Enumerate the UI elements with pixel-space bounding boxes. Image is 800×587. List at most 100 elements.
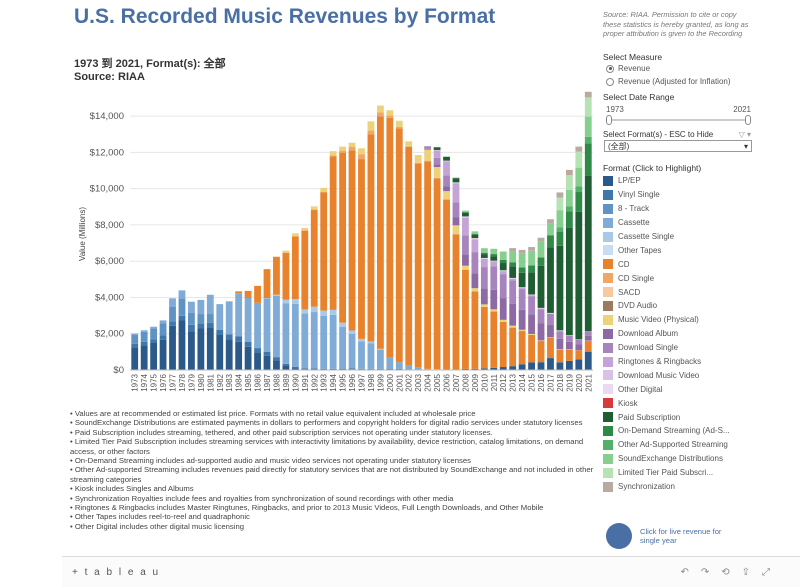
bar-stack[interactable] (424, 146, 432, 370)
bar-segment[interactable] (490, 311, 498, 368)
bar-segment[interactable] (197, 323, 205, 329)
bar-segment[interactable] (443, 199, 450, 370)
legend-item[interactable]: Vinyl Single (603, 188, 800, 202)
bar-stack[interactable] (263, 269, 271, 370)
slider-track[interactable] (608, 119, 749, 121)
bar-segment[interactable] (348, 330, 356, 334)
bar-segment[interactable] (462, 265, 469, 270)
bar-stack[interactable] (565, 169, 573, 370)
bar-segment[interactable] (310, 206, 318, 210)
bar-segment[interactable] (150, 339, 158, 343)
bar-segment[interactable] (310, 210, 318, 307)
bar-segment[interactable] (575, 344, 583, 351)
bar-segment[interactable] (282, 303, 290, 364)
bar-segment[interactable] (339, 326, 346, 369)
bar-segment[interactable] (282, 299, 290, 304)
bar-stack[interactable] (291, 233, 299, 370)
bar-segment[interactable] (480, 304, 488, 307)
legend-item[interactable]: Synchronization (603, 480, 800, 494)
bar-segment[interactable] (547, 324, 554, 338)
bar-segment[interactable] (329, 314, 337, 369)
bar-segment[interactable] (188, 312, 195, 325)
bar-segment[interactable] (273, 360, 280, 370)
bar-segment[interactable] (584, 91, 592, 98)
bar-segment[interactable] (395, 120, 403, 127)
bar-segment[interactable] (405, 141, 413, 147)
legend-item[interactable]: Other Tapes (603, 243, 800, 257)
bar-stack[interactable] (584, 91, 592, 370)
bar-segment[interactable] (197, 299, 205, 315)
bar-segment[interactable] (291, 233, 299, 237)
bar-segment[interactable] (565, 335, 573, 342)
bar-segment[interactable] (547, 337, 554, 338)
bar-segment[interactable] (584, 341, 592, 352)
bar-segment[interactable] (480, 258, 488, 268)
legend-item[interactable]: Download Music Video (603, 368, 800, 382)
bar-segment[interactable] (509, 262, 517, 267)
bar-stack[interactable] (377, 105, 384, 370)
bar-stack[interactable] (310, 206, 318, 370)
bar-segment[interactable] (244, 341, 252, 347)
bar-segment[interactable] (556, 197, 564, 211)
bar-segment[interactable] (528, 334, 535, 363)
bar-segment[interactable] (150, 342, 158, 370)
bar-segment[interactable] (405, 365, 413, 370)
bar-stack[interactable] (150, 326, 158, 370)
bar-segment[interactable] (159, 323, 167, 336)
bar-segment[interactable] (471, 238, 479, 240)
bar-segment[interactable] (131, 333, 139, 334)
bar-stack[interactable] (140, 329, 148, 370)
bar-segment[interactable] (301, 313, 309, 369)
bar-segment[interactable] (131, 347, 139, 370)
bar-segment[interactable] (462, 368, 469, 370)
bar-segment[interactable] (584, 351, 592, 370)
bar-segment[interactable] (556, 227, 564, 232)
bar-segment[interactable] (377, 349, 384, 369)
bar-segment[interactable] (254, 285, 261, 303)
bar-stack[interactable] (301, 227, 309, 370)
bar-segment[interactable] (169, 298, 176, 307)
bar-stack[interactable] (452, 177, 460, 370)
bar-segment[interactable] (433, 178, 441, 370)
bar-segment[interactable] (528, 265, 535, 273)
bar-segment[interactable] (471, 231, 479, 235)
bar-segment[interactable] (537, 237, 545, 242)
bar-stack[interactable] (282, 250, 290, 370)
bar-segment[interactable] (395, 126, 403, 129)
legend-item[interactable]: Other Digital (603, 382, 800, 396)
bar-segment[interactable] (537, 257, 545, 266)
legend-item[interactable]: Download Album (603, 327, 800, 341)
bar-segment[interactable] (537, 241, 545, 258)
bar-segment[interactable] (225, 339, 233, 370)
bar-segment[interactable] (140, 341, 148, 346)
bar-segment[interactable] (565, 349, 573, 361)
bar-segment[interactable] (518, 329, 526, 332)
bar-segment[interactable] (131, 335, 139, 344)
legend-item[interactable]: Cassette (603, 216, 800, 230)
bar-segment[interactable] (320, 192, 328, 311)
bar-segment[interactable] (499, 367, 507, 370)
bar-stack[interactable] (518, 249, 526, 370)
bar-stack[interactable] (547, 219, 554, 370)
bar-segment[interactable] (301, 368, 309, 370)
bar-segment[interactable] (518, 267, 526, 273)
bar-segment[interactable] (178, 320, 186, 371)
bar-segment[interactable] (462, 269, 469, 369)
bar-segment[interactable] (244, 290, 252, 298)
bar-segment[interactable] (584, 97, 592, 117)
bar-stack[interactable] (480, 248, 488, 370)
bar-segment[interactable] (424, 146, 432, 149)
bar-segment[interactable] (150, 328, 158, 340)
fullscreen-icon[interactable]: ⤢ (762, 566, 770, 578)
bar-segment[interactable] (528, 296, 535, 315)
bar-segment[interactable] (537, 340, 545, 342)
bar-stack[interactable] (537, 237, 545, 370)
legend-item[interactable]: Music Video (Physical) (603, 313, 800, 327)
bar-segment[interactable] (565, 227, 573, 336)
bar-segment[interactable] (537, 265, 545, 308)
bar-segment[interactable] (386, 110, 394, 116)
bar-stack[interactable] (386, 110, 394, 370)
bar-segment[interactable] (509, 251, 517, 263)
bar-segment[interactable] (518, 364, 526, 370)
bar-segment[interactable] (575, 192, 583, 212)
